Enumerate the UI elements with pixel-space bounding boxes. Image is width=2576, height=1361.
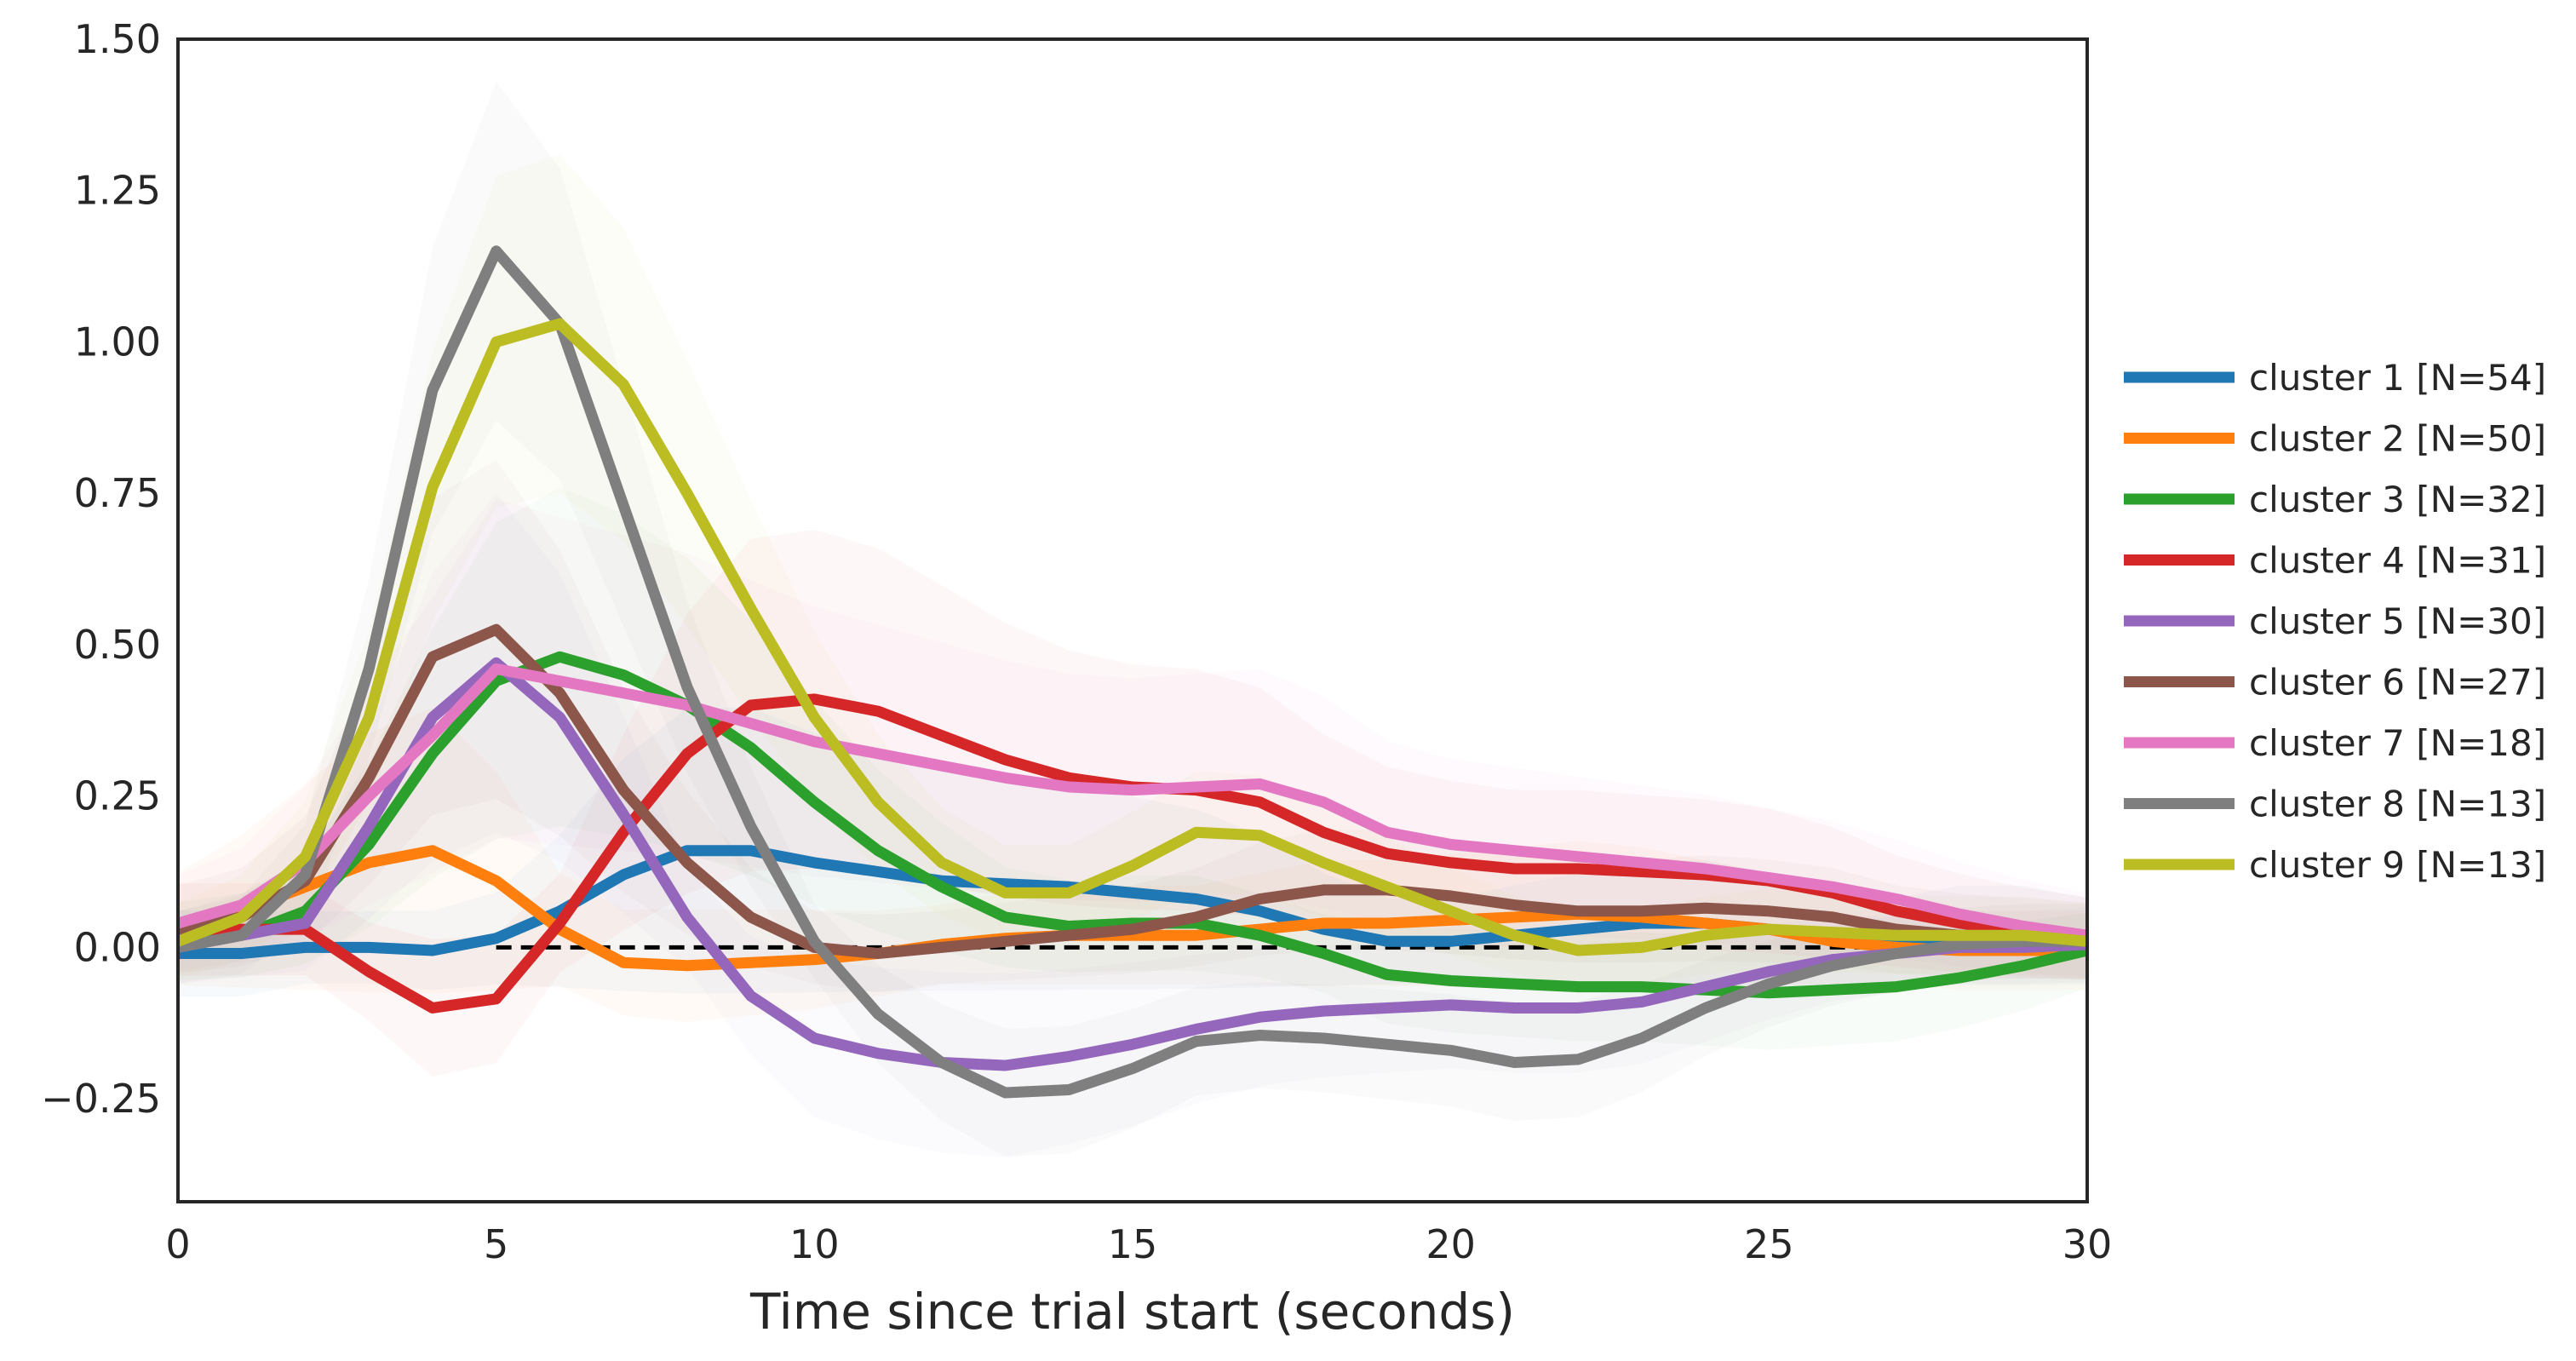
x-axis-ticks: 0 5 10 15 20 25 30 — [165, 1221, 2112, 1267]
x-tick-label: 10 — [789, 1221, 840, 1267]
series-lines — [175, 245, 2089, 1099]
x-tick-label: 5 — [484, 1221, 508, 1267]
x-axis-title: Time since trial start (seconds) — [749, 1283, 1515, 1341]
x-tick-label: 15 — [1108, 1221, 1158, 1267]
y-tick-label: −0.25 — [41, 1076, 161, 1122]
y-tick-label: 0.00 — [74, 924, 161, 970]
legend: cluster 1 [N=54] cluster 2 [N=50] cluster … — [2124, 357, 2546, 886]
y-tick-label: 1.50 — [74, 16, 161, 62]
y-axis-ticks: −0.25 0.00 0.25 0.50 0.75 1.00 1.25 1.50 — [41, 16, 161, 1122]
legend-label-cluster-2: cluster 2 [N=50] — [2249, 418, 2546, 460]
y-tick-label: 0.75 — [74, 470, 161, 516]
x-tick-label: 20 — [1426, 1221, 1476, 1267]
x-tick-label: 0 — [165, 1221, 190, 1267]
series-line-cluster-5 — [176, 657, 2088, 1071]
series-line-cluster-6 — [176, 623, 2088, 959]
legend-label-cluster-6: cluster 6 [N=27] — [2249, 662, 2546, 703]
legend-label-cluster-4: cluster 4 [N=31] — [2249, 540, 2546, 582]
y-tick-label: 0.25 — [74, 773, 161, 819]
legend-label-cluster-1: cluster 1 [N=54] — [2249, 357, 2546, 399]
y-tick-label: 1.00 — [74, 319, 161, 365]
legend-label-cluster-3: cluster 3 [N=32] — [2249, 479, 2546, 520]
legend-label-cluster-5: cluster 5 [N=30] — [2249, 600, 2546, 642]
series-line-cluster-3 — [177, 651, 2089, 999]
y-tick-label: 1.25 — [74, 168, 161, 214]
plot-frame — [176, 37, 2089, 1203]
legend-label-cluster-8: cluster 8 [N=13] — [2249, 784, 2546, 825]
y-tick-label: 0.50 — [74, 622, 161, 668]
series-line-cluster-7 — [176, 663, 2088, 941]
x-tick-label: 30 — [2063, 1221, 2113, 1267]
series-line-cluster-8 — [176, 245, 2087, 1099]
legend-label-cluster-7: cluster 7 [N=18] — [2249, 722, 2546, 764]
legend-label-cluster-9: cluster 9 [N=13] — [2249, 844, 2546, 886]
x-tick-label: 25 — [1744, 1221, 1794, 1267]
series-line-cluster-9 — [175, 318, 2088, 956]
